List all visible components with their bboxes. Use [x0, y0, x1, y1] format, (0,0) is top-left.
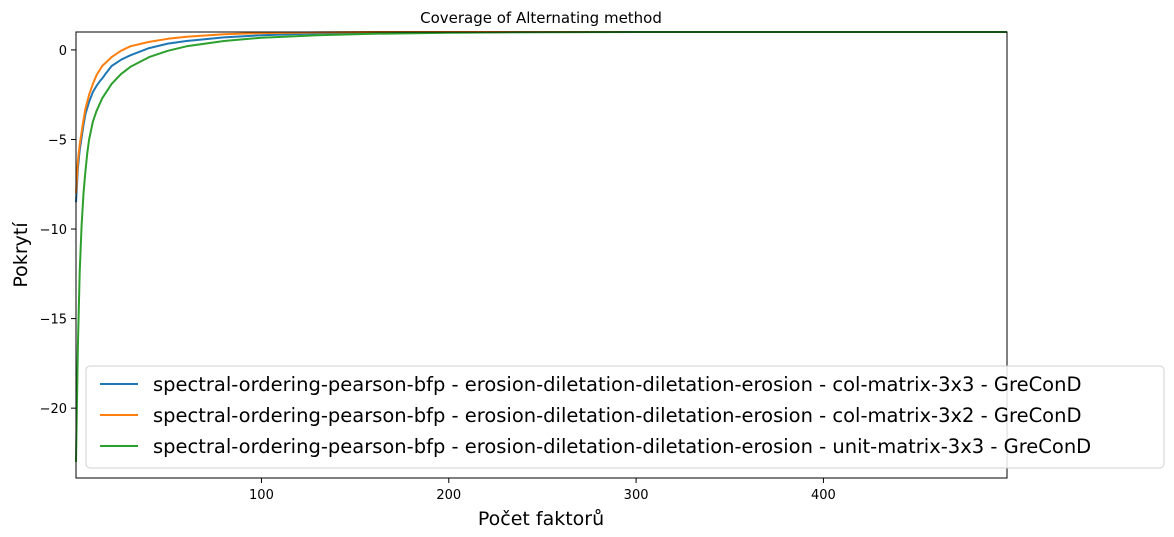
x-tick-label: 300	[624, 488, 649, 503]
legend-box	[85, 365, 1165, 469]
y-tick-label: −15	[40, 313, 67, 328]
y-tick-label: 0	[59, 44, 67, 59]
x-axis-title: Počet faktorů	[478, 508, 604, 530]
x-tick-label: 200	[436, 488, 461, 503]
series-line-3	[75, 31, 1007, 462]
plot-frame	[75, 31, 1008, 479]
legend: spectral-ordering-pearson-bfp - erosion-…	[85, 365, 1165, 469]
y-tick-label: −10	[40, 223, 67, 238]
legend-label-3: spectral-ordering-pearson-bfp - erosion-…	[153, 435, 1091, 458]
y-axis-title: Pokrytí	[10, 222, 32, 288]
y-tick-label: −20	[40, 402, 67, 417]
y-tick-label: −5	[48, 133, 67, 148]
legend-label-2: spectral-ordering-pearson-bfp - erosion-…	[153, 404, 1082, 427]
chart-title: Coverage of Alternating method	[420, 9, 662, 27]
legend-label-1: spectral-ordering-pearson-bfp - erosion-…	[153, 373, 1082, 396]
y-axis: 0 −5 −10 −15 −20	[40, 44, 76, 417]
x-tick-label: 400	[811, 488, 836, 503]
x-tick-label: 100	[249, 488, 274, 503]
x-axis: 100 200 300 400	[249, 478, 836, 503]
